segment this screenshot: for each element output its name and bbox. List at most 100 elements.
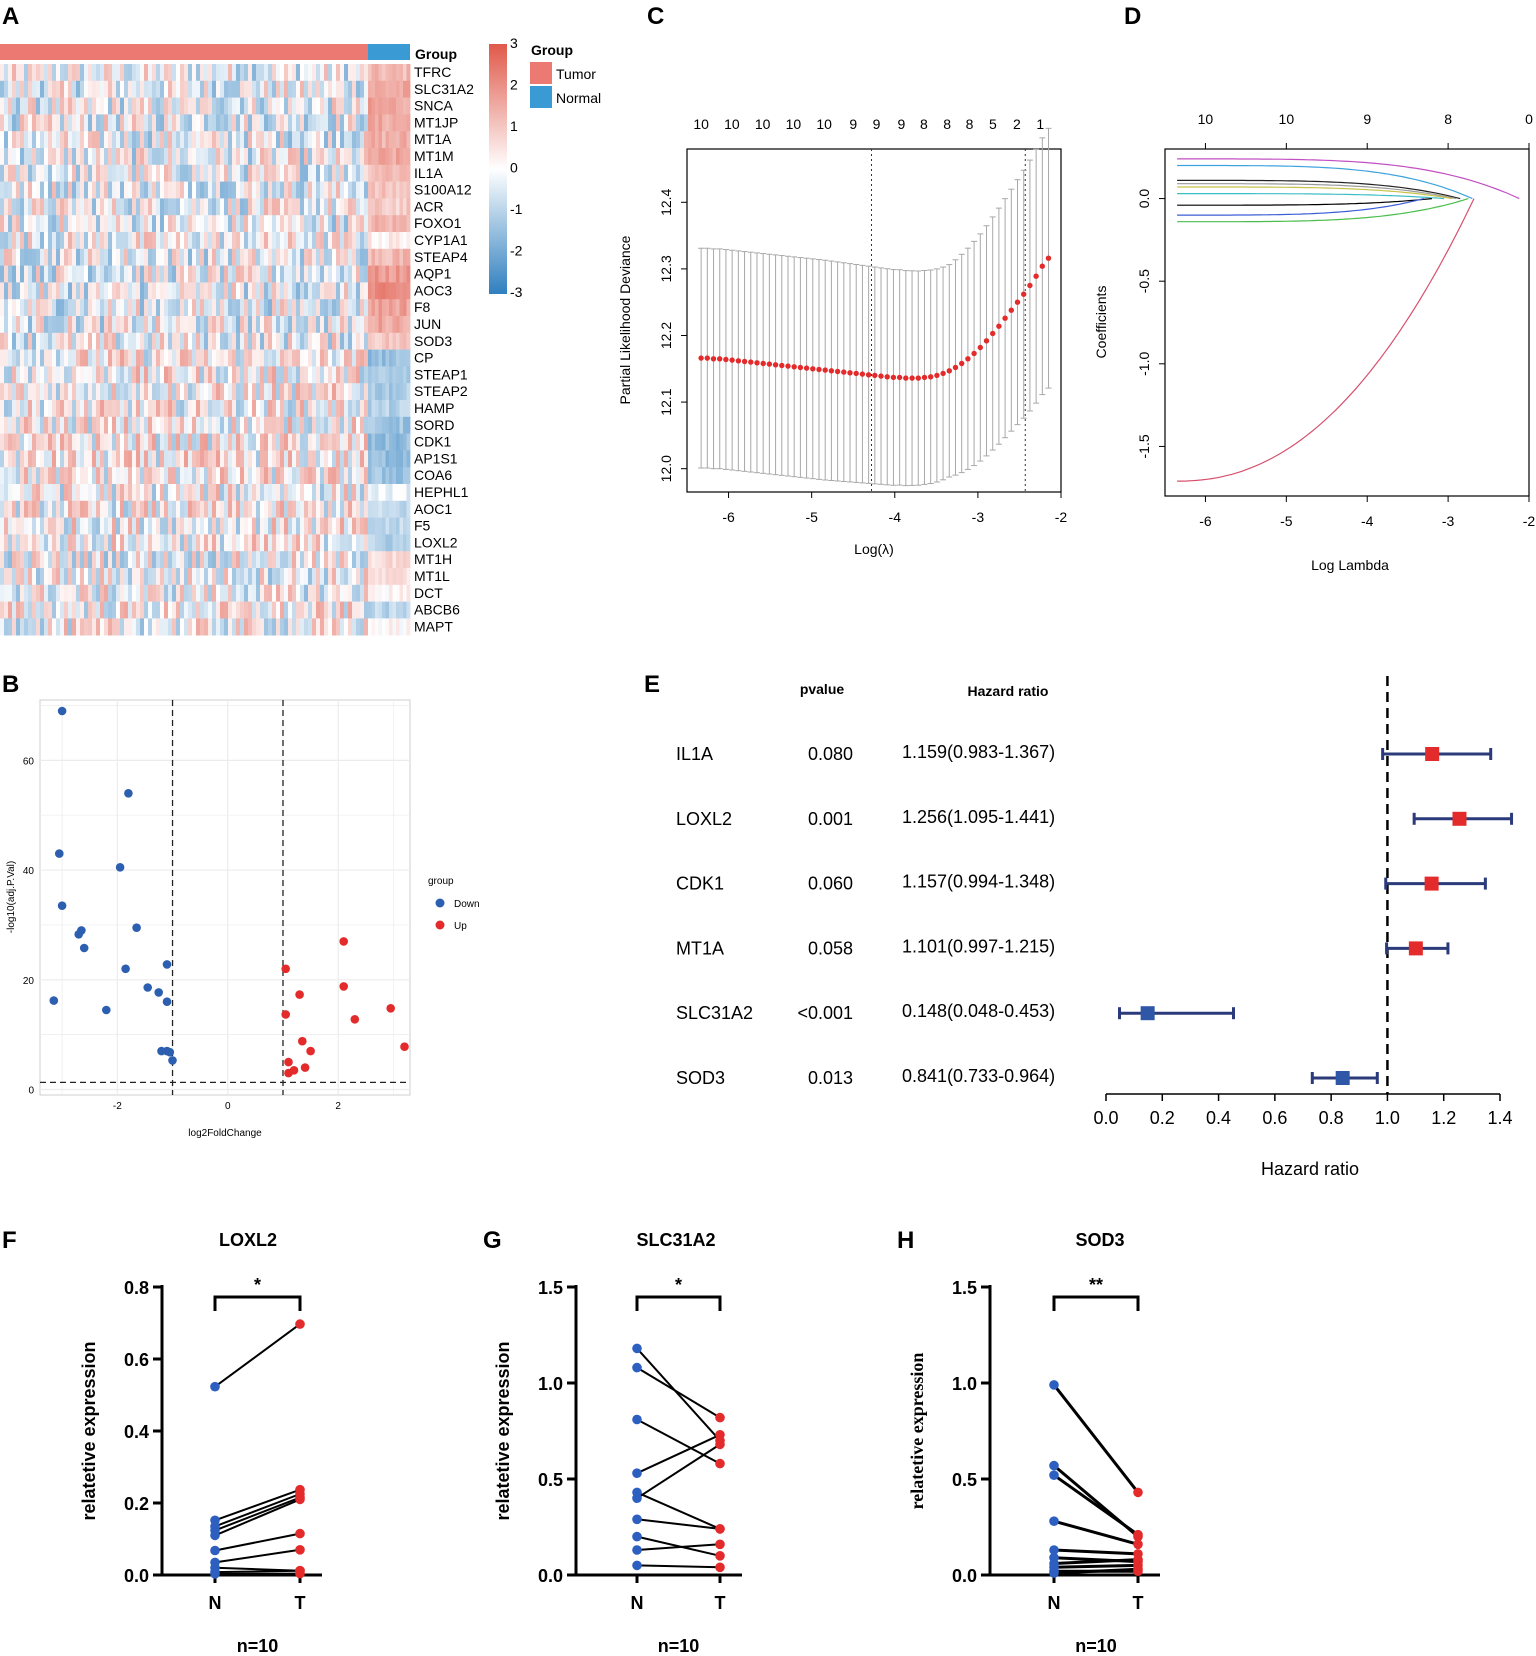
heatmap-cell [292,500,297,518]
heatmap-cell [36,332,41,350]
heatmap-cell [0,433,5,451]
point-down [168,1056,177,1065]
heatmap-cell [28,198,33,216]
heatmap-cell [168,64,173,82]
heatmap-cell [382,316,386,334]
heatmap-cell [12,349,17,367]
heatmap-cell [192,467,197,485]
heatmap-cell [212,316,217,334]
heatmap-cell [48,114,53,132]
heatmap-cell [268,198,273,216]
heatmap-cell [336,80,341,98]
heatmap-cell [76,131,81,149]
heatmap-cell [180,316,185,334]
heatmap-cell [406,551,411,569]
heatmap-cell [164,299,169,317]
heatmap-cell [248,282,253,300]
heatmap-cell [100,400,105,418]
heatmap-cell [92,618,97,636]
heatmap-cell [164,450,169,468]
heatmap-cell [228,416,233,434]
heatmap-cell [28,114,33,132]
heatmap-cell [104,601,109,619]
heatmap-cell [4,366,9,384]
heatmap-cell [4,517,9,535]
top-tick-label: 5 [989,116,997,132]
heatmap-cell [389,64,393,82]
heatmap-cell [368,500,372,518]
heatmap-cell [304,450,309,468]
heatmap-cell [44,551,49,569]
heatmap-cell [172,517,177,535]
heatmap-cell [176,450,181,468]
heatmap-cell [128,349,133,367]
heatmap-cell [208,568,213,586]
heatmap-cell [392,400,397,418]
heatmap-cell [340,366,345,384]
heatmap-cell [385,366,390,384]
heatmap-cell [116,450,121,468]
heatmap-cell [4,164,9,182]
heatmap-cell [304,366,309,384]
heatmap-cell [20,534,25,552]
heatmap-cell [156,248,161,266]
heatmap-cell [108,282,113,300]
heatmap-cell [220,64,225,82]
heatmap-cell [0,601,5,619]
heatmap-cell [268,534,273,552]
heatmap-cell [20,198,25,216]
heatmap-cell [385,114,390,132]
heatmap-cell [220,215,225,233]
point-n [632,1560,642,1571]
heatmap-cell [360,316,365,334]
heatmap-cell [236,349,241,367]
heatmap-cell [20,349,25,367]
heatmap-cell [0,534,5,552]
heatmap-cell [371,64,376,82]
heatmap-cell [4,534,9,552]
heatmap-cell [200,215,205,233]
heatmap-cell [156,198,161,216]
heatmap-cell [180,215,185,233]
heatmap-cell [80,64,85,82]
heatmap-cell [324,551,329,569]
heatmap-cell [348,568,353,586]
heatmap-cell [140,349,145,367]
heatmap-cell [348,282,353,300]
heatmap-cell [132,114,137,132]
heatmap-cell [312,131,317,149]
heatmap-cell [232,80,237,98]
heatmap-cell [116,601,121,619]
heatmap-cell [220,164,225,182]
heatmap-cell [360,80,365,98]
heatmap-cell [152,282,157,300]
point-t [715,1551,725,1561]
heatmap-cell [352,416,357,434]
heatmap-cell [403,517,407,535]
heatmap-cell [12,584,17,602]
heatmap-cell [378,282,383,300]
heatmap-cell [160,215,165,233]
heatmap-cell [84,164,89,182]
heatmap-cell [406,282,411,300]
heatmap-cell [132,618,137,636]
panel-label-c: C [647,3,664,30]
heatmap-cell [284,534,289,552]
heatmap-cell [368,551,372,569]
heatmap-cell [392,316,397,334]
point-t [1133,1539,1143,1550]
heatmap-cell [220,97,225,115]
heatmap-cell [192,148,197,166]
heatmap-cell [403,114,407,132]
heatmap-cell [160,282,165,300]
point-up [300,1063,310,1072]
heatmap-cell [256,80,261,98]
heatmap-cell [116,618,121,636]
heatmap-cell [44,282,49,300]
heatmap-cell [108,80,113,98]
heatmap-cell [296,601,301,619]
heatmap-cell [112,265,117,283]
heatmap-cell [76,198,81,216]
point-up [284,1068,293,1078]
heatmap-cell [48,467,53,485]
